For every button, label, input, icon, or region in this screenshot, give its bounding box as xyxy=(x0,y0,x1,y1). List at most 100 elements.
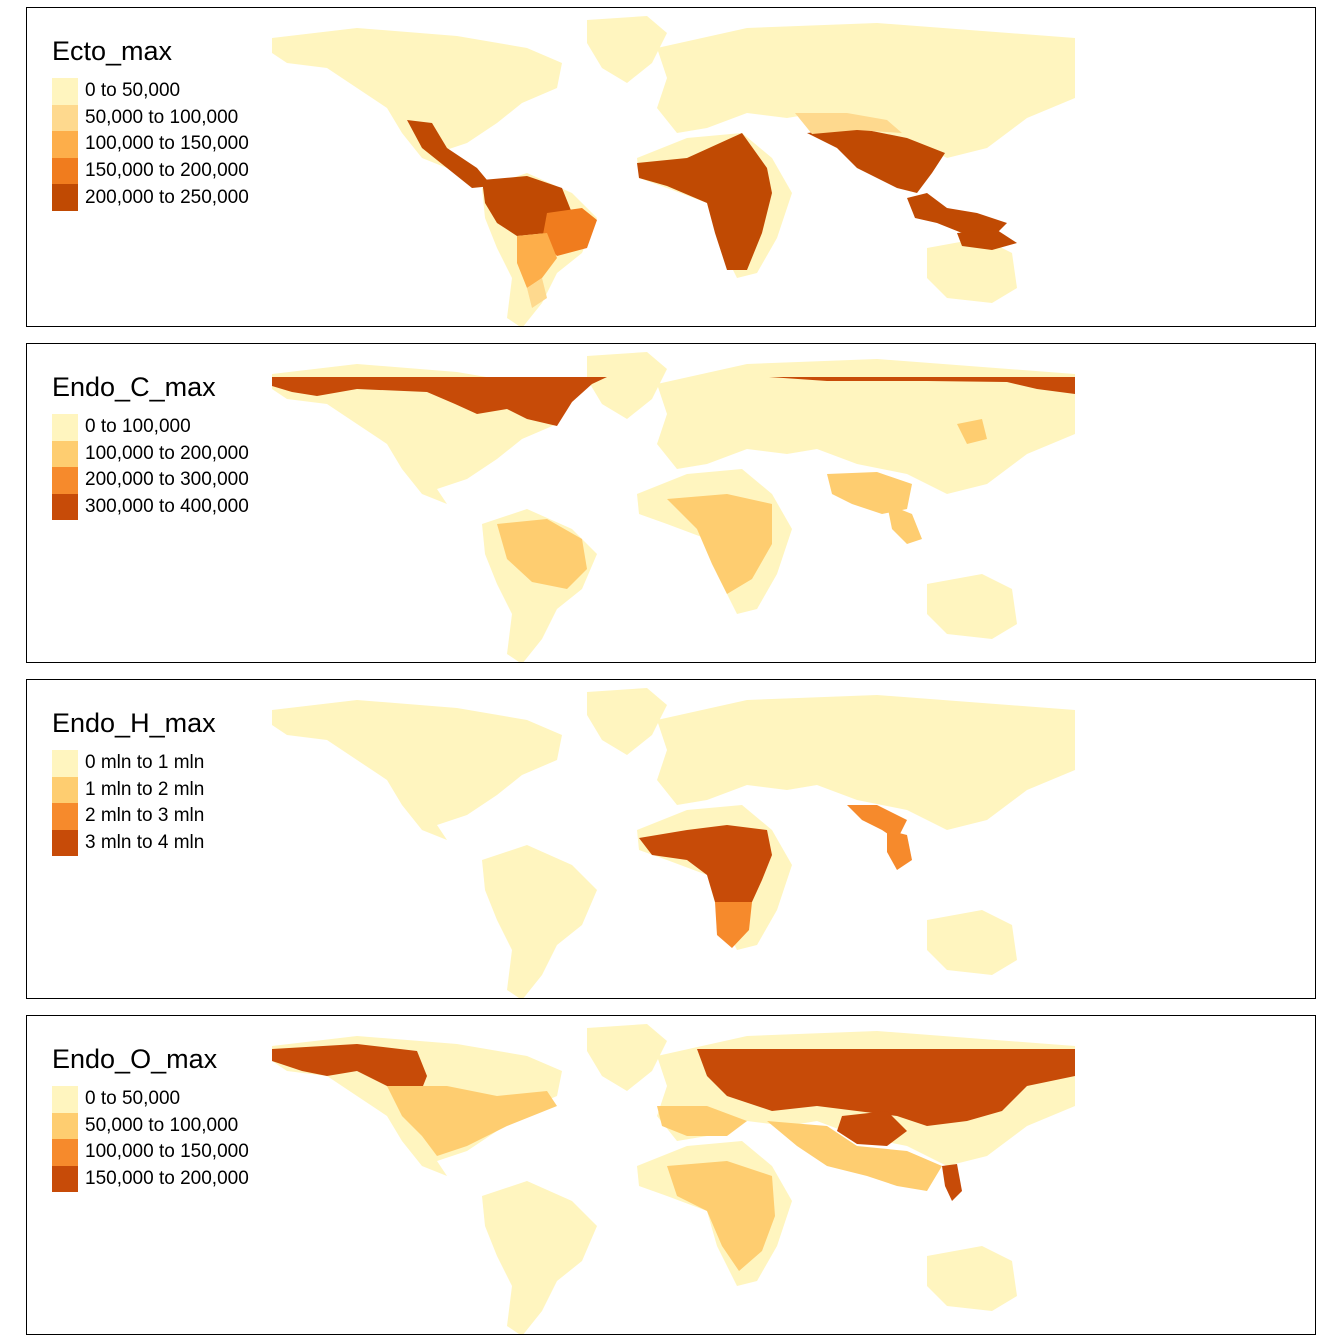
legend-swatch xyxy=(52,131,78,158)
legend-item: 100,000 to 200,000 xyxy=(52,440,249,468)
legend-swatch xyxy=(52,78,78,105)
legend-label: 0 to 100,000 xyxy=(85,416,191,438)
africa-high xyxy=(637,133,772,270)
legend-label: 100,000 to 150,000 xyxy=(85,1141,249,1163)
ecto-high-regions xyxy=(407,113,1017,308)
legend-label: 50,000 to 100,000 xyxy=(85,106,239,128)
legend-label: 0 to 50,000 xyxy=(85,1088,181,1110)
north-america-mid xyxy=(387,1086,557,1156)
legend-title: Endo_O_max xyxy=(52,1044,218,1074)
amazon-mid xyxy=(497,519,587,589)
legend-title: Endo_H_max xyxy=(52,708,216,738)
north-america xyxy=(272,700,562,840)
legend-item: 2 mln to 3 mln xyxy=(52,803,216,830)
legend-label: 3 mln to 4 mln xyxy=(85,832,205,854)
legend-label: 150,000 to 200,000 xyxy=(85,1168,249,1190)
greenland xyxy=(587,16,667,83)
greenland xyxy=(587,688,667,755)
legend-swatch xyxy=(52,1139,78,1166)
legend-swatch xyxy=(52,803,78,830)
australia xyxy=(927,238,1017,303)
indonesia-high xyxy=(907,193,1007,238)
east-china-mid xyxy=(957,419,987,444)
legend-item: 0 to 50,000 xyxy=(52,1086,249,1113)
south-asia-high xyxy=(807,128,945,193)
legend-label: 100,000 to 150,000 xyxy=(85,133,249,155)
legend-swatch xyxy=(52,414,78,441)
siberia-coast-high xyxy=(769,377,1075,394)
asia-mid xyxy=(767,1121,942,1191)
legend-label: 300,000 to 400,000 xyxy=(85,496,249,518)
southern-africa-mid xyxy=(715,902,752,948)
legend-item: 50,000 to 100,000 xyxy=(52,1112,249,1140)
world-map-ecto-max xyxy=(272,16,1075,326)
legend-title: Ecto_max xyxy=(52,36,173,66)
eurasia xyxy=(657,695,1075,830)
legend-item: 0 to 50,000 xyxy=(52,78,249,105)
south-america-mid xyxy=(517,233,557,288)
legend-label: 2 mln to 3 mln xyxy=(85,805,205,827)
legend-item: 100,000 to 150,000 xyxy=(52,1139,249,1166)
legend-swatch xyxy=(52,829,78,857)
legend-swatch xyxy=(52,493,78,521)
legend-swatch xyxy=(52,440,78,468)
legend-item: 300,000 to 400,000 xyxy=(52,493,249,521)
legend-item: 50,000 to 100,000 xyxy=(52,104,249,132)
arctic-canada-high xyxy=(272,377,607,426)
legend-swatch xyxy=(52,467,78,494)
siberia-high xyxy=(697,1049,1075,1126)
legend-swatch xyxy=(52,157,78,185)
legend-swatch xyxy=(52,1086,78,1113)
southeast-asia-mid xyxy=(887,504,922,544)
legend-label: 150,000 to 200,000 xyxy=(85,160,249,182)
endo-c-regions xyxy=(272,377,1075,594)
map-panel-ecto-max: Ecto_max 0 to 50,000 50,000 to 100,000 1… xyxy=(26,7,1316,327)
legend-swatch xyxy=(52,750,78,777)
legend-swatch xyxy=(52,1112,78,1140)
brazil-mid xyxy=(542,208,597,256)
legend-item: 1 mln to 2 mln xyxy=(52,776,216,804)
legend-item: 150,000 to 200,000 xyxy=(52,157,249,185)
legend-item: 0 to 100,000 xyxy=(52,414,249,441)
legend-title: Endo_C_max xyxy=(52,372,216,402)
north-america xyxy=(272,28,562,168)
east-asia-low xyxy=(795,113,902,134)
legend-item: 200,000 to 300,000 xyxy=(52,467,249,494)
philippines-high xyxy=(942,1164,962,1201)
legend-swatch xyxy=(52,104,78,132)
greenland xyxy=(587,1024,667,1091)
legend-item: 150,000 to 200,000 xyxy=(52,1165,249,1193)
endo-o-regions xyxy=(272,1044,1075,1271)
map-panel-endo-o-max: Endo_O_max 0 to 50,000 50,000 to 100,000… xyxy=(26,1015,1316,1335)
africa-savanna-high xyxy=(639,825,772,910)
legend-endo-c-max: Endo_C_max 0 to 100,000 100,000 to 200,0… xyxy=(52,370,249,521)
south-asia-mid xyxy=(827,472,912,514)
legend-swatch xyxy=(52,776,78,804)
legend-item: 0 mln to 1 mln xyxy=(52,750,216,777)
south-america xyxy=(482,1181,597,1334)
legend-label: 50,000 to 100,000 xyxy=(85,1114,239,1136)
australia xyxy=(927,1246,1017,1311)
legend-item: 200,000 to 250,000 xyxy=(52,184,249,211)
legend-endo-h-max: Endo_H_max 0 mln to 1 mln 1 mln to 2 mln… xyxy=(52,706,216,857)
world-map-endo-h-max xyxy=(272,688,1075,998)
africa-mid xyxy=(667,1161,775,1271)
central-africa-mid xyxy=(667,494,772,594)
greenland xyxy=(587,352,667,419)
legend-swatch xyxy=(52,184,78,211)
australia xyxy=(927,910,1017,975)
legend-ecto-max: Ecto_max 0 to 50,000 50,000 to 100,000 1… xyxy=(52,34,249,211)
legend-swatch xyxy=(52,1165,78,1193)
legend-label: 100,000 to 200,000 xyxy=(85,442,249,464)
europe-mid xyxy=(657,1106,747,1136)
legend-item: 3 mln to 4 mln xyxy=(52,829,216,857)
legend-label: 0 mln to 1 mln xyxy=(85,752,205,774)
central-america-high xyxy=(407,120,492,188)
patagonia-low xyxy=(527,278,547,308)
legend-label: 200,000 to 300,000 xyxy=(85,469,249,491)
legend-item: 100,000 to 150,000 xyxy=(52,131,249,158)
tibet-high xyxy=(837,1111,907,1146)
legend-endo-o-max: Endo_O_max 0 to 50,000 50,000 to 100,000… xyxy=(52,1042,249,1193)
legend-label: 0 to 50,000 xyxy=(85,80,181,102)
legend-label: 200,000 to 250,000 xyxy=(85,186,249,208)
